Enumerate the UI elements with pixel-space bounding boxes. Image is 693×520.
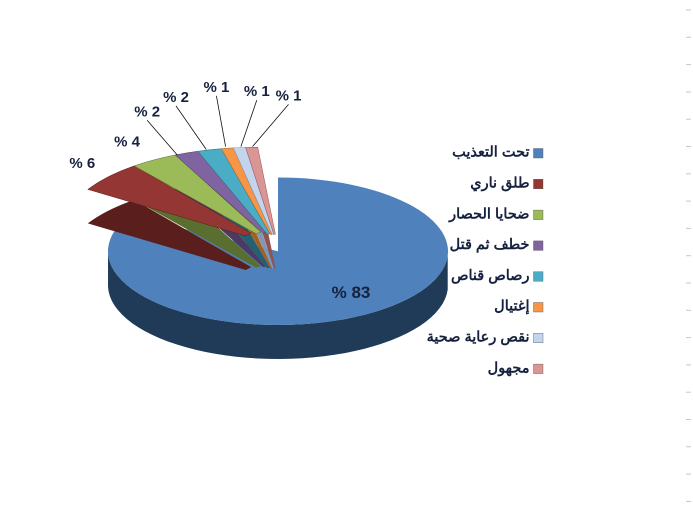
svg-text:% 1: % 1	[203, 79, 229, 96]
svg-text:تحت التعذيب: تحت التعذيب	[452, 145, 529, 161]
svg-text:ضحايا الحصار: ضحايا الحصار	[448, 206, 529, 222]
svg-text:% 4: % 4	[114, 134, 141, 151]
svg-text:خطف ثم قتل: خطف ثم قتل	[450, 237, 530, 253]
svg-text:نقص رعاية صحية: نقص رعاية صحية	[427, 330, 530, 346]
svg-text:% 1: % 1	[244, 83, 270, 100]
svg-text:طلق ناري: طلق ناري	[470, 176, 530, 193]
svg-text:إغتيال: إغتيال	[494, 299, 529, 315]
svg-text:مجهول: مجهول	[488, 360, 530, 376]
svg-text:% 6: % 6	[69, 155, 95, 172]
svg-text:% 2: % 2	[134, 103, 160, 120]
svg-text:% 2: % 2	[163, 89, 189, 106]
svg-text:رصاص قناص: رصاص قناص	[451, 268, 530, 284]
svg-text:% 1: % 1	[276, 87, 302, 104]
svg-text:% 83: % 83	[332, 283, 371, 302]
